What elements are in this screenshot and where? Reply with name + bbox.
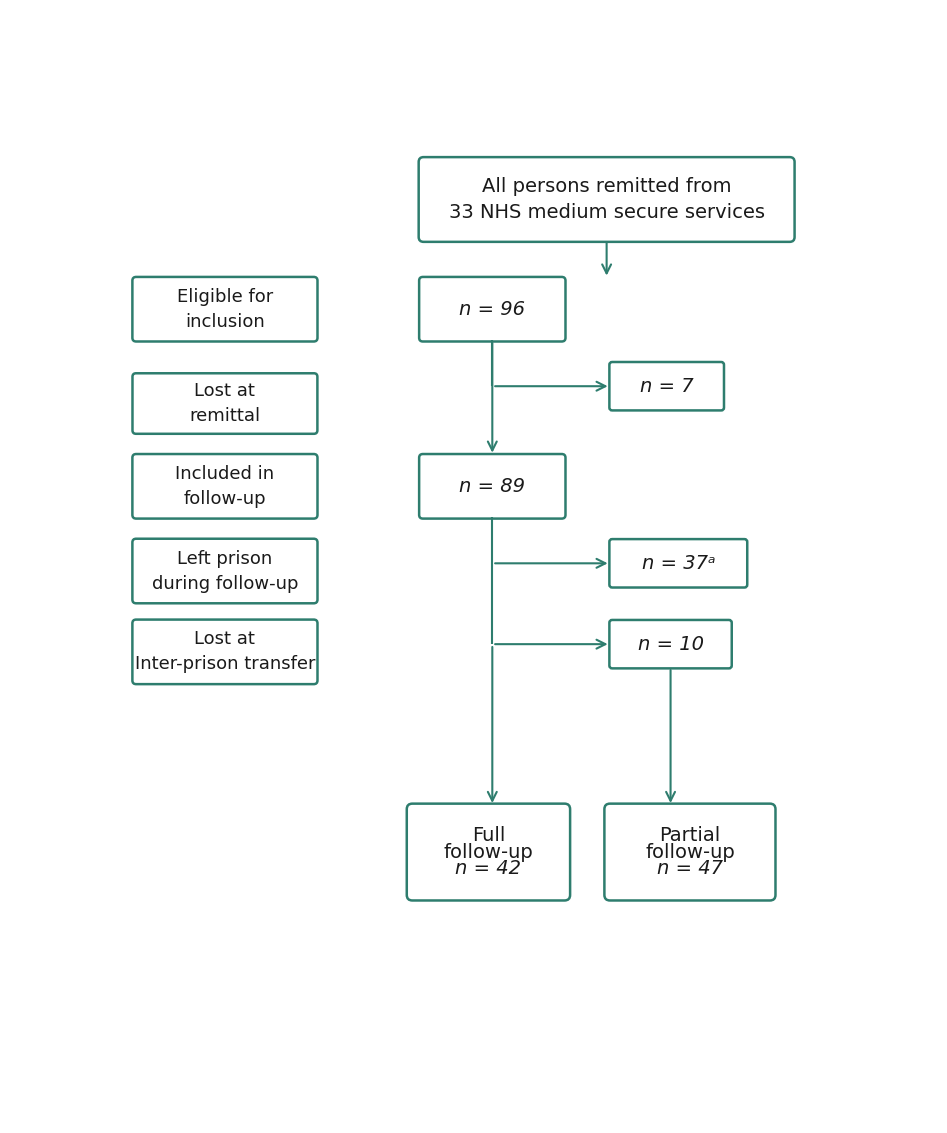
FancyBboxPatch shape	[609, 363, 724, 410]
Text: n = 89: n = 89	[459, 477, 526, 496]
Text: Lost at
remittal: Lost at remittal	[189, 382, 260, 425]
Text: n = 7: n = 7	[640, 376, 693, 395]
FancyBboxPatch shape	[133, 620, 317, 684]
Text: follow-up: follow-up	[645, 843, 735, 861]
FancyBboxPatch shape	[133, 454, 317, 519]
FancyBboxPatch shape	[609, 620, 732, 668]
Text: n = 47: n = 47	[657, 859, 723, 878]
Text: Full: Full	[472, 826, 505, 845]
Text: n = 37ᵃ: n = 37ᵃ	[641, 554, 715, 573]
FancyBboxPatch shape	[133, 276, 317, 341]
Text: n = 96: n = 96	[459, 300, 526, 318]
Text: Left prison
during follow-up: Left prison during follow-up	[152, 550, 298, 593]
FancyBboxPatch shape	[604, 803, 776, 901]
Text: n = 42: n = 42	[456, 859, 522, 878]
Text: n = 10: n = 10	[637, 634, 704, 654]
Text: Included in
follow-up: Included in follow-up	[175, 465, 275, 508]
FancyBboxPatch shape	[133, 373, 317, 434]
FancyBboxPatch shape	[609, 539, 747, 588]
Text: Partial: Partial	[659, 826, 721, 845]
FancyBboxPatch shape	[420, 276, 565, 341]
FancyBboxPatch shape	[133, 538, 317, 603]
Text: Eligible for
inclusion: Eligible for inclusion	[177, 288, 273, 331]
FancyBboxPatch shape	[420, 454, 565, 519]
FancyBboxPatch shape	[407, 803, 570, 901]
Text: follow-up: follow-up	[443, 843, 533, 861]
Text: Lost at
Inter-prison transfer: Lost at Inter-prison transfer	[134, 630, 315, 673]
Text: All persons remitted from
33 NHS medium secure services: All persons remitted from 33 NHS medium …	[449, 177, 764, 222]
FancyBboxPatch shape	[419, 157, 795, 241]
